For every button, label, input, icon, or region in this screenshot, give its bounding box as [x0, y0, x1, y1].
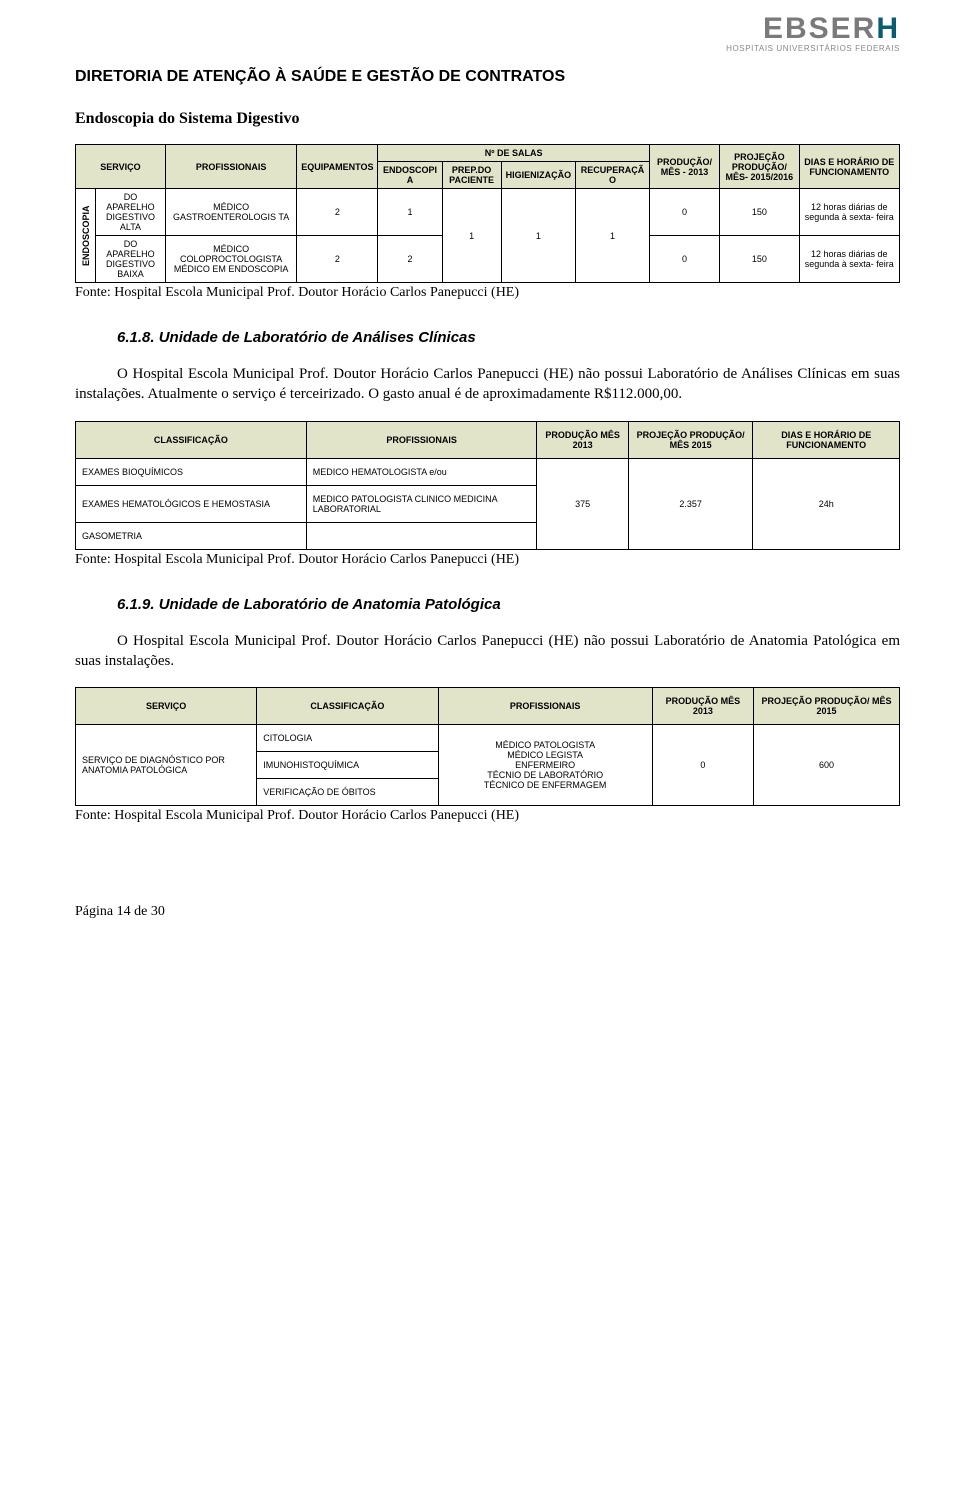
r1-equip: 2 [297, 189, 378, 236]
logo-text: EBSERH [726, 12, 900, 46]
t2-h-proj: PROJEÇÃO PRODUÇÃO/ MÊS 2015 [628, 421, 753, 458]
t3-c2: IMUNOHISTOQUÍMICA [257, 752, 438, 779]
analises-table: CLASSIFICAÇÃO PROFISSIONAIS PRODUÇÃO MÊS… [75, 421, 900, 550]
t3-c3: VERIFICAÇÃO DE ÓBITOS [257, 779, 438, 806]
t3-p2: MÉDICO LEGISTA [445, 750, 646, 760]
r2-prof: MÉDICO COLOPROCTOLOGISTA MÉDICO EM ENDOS… [165, 236, 296, 283]
r2-equip: 2 [297, 236, 378, 283]
section-618-p: O Hospital Escola Municipal Prof. Doutor… [75, 364, 900, 405]
t3-h-serv: SERVIÇO [76, 688, 257, 725]
r1-prof: MÉDICO GASTROENTEROLOGIS TA [165, 189, 296, 236]
th-rec: RECUPERAÇÃ O [576, 162, 650, 189]
t3-prof-cell: MÉDICO PATOLOGISTA MÉDICO LEGISTA ENFERM… [438, 725, 652, 806]
logo-pre: EBSER [763, 12, 876, 45]
th-hig: HIGIENIZAÇÃO [501, 162, 576, 189]
t3-p5: TÉCNICO DE ENFERMAGEM [445, 780, 646, 790]
mid-rec: 1 [576, 189, 650, 283]
t3-h-prof: PROFISSIONAIS [438, 688, 652, 725]
t3-p4: TÉCNIO DE LABORATÓRIO [445, 770, 646, 780]
section-619-h: 6.1.9. Unidade de Laboratório de Anatomi… [117, 596, 900, 613]
section-subtitle: Endoscopia do Sistema Digestivo [75, 110, 900, 128]
anatomia-table: SERVIÇO CLASSIFICAÇÃO PROFISSIONAIS PROD… [75, 687, 900, 806]
r1-hor: 12 horas diárias de segunda à sexta- fei… [799, 189, 899, 236]
th-horario: DIAS E HORÁRIO DE FUNCIONAMENTO [799, 145, 899, 189]
r2-end: 2 [378, 236, 442, 283]
th-nsalas: Nº DE SALAS [378, 145, 649, 162]
section-619-p: O Hospital Escola Municipal Prof. Doutor… [75, 631, 900, 672]
t3-proj: 600 [753, 725, 899, 806]
t2-r2-class: EXAMES HEMATOLÓGICOS E HEMOSTASIA [76, 485, 307, 522]
t2-h-class: CLASSIFICAÇÃO [76, 421, 307, 458]
t2-r3-class: GASOMETRIA [76, 522, 307, 549]
t2-r1-class: EXAMES BIOQUÍMICOS [76, 458, 307, 485]
th-equip: EQUIPAMENTOS [297, 145, 378, 189]
r1-end: 1 [378, 189, 442, 236]
t3-serv: SERVIÇO DE DIAGNÓSTICO POR ANATOMIA PATO… [76, 725, 257, 806]
th-prof: PROFISSIONAIS [165, 145, 296, 189]
mid-prep: 1 [442, 189, 501, 283]
th-prep: PREP.DO PACIENTE [442, 162, 501, 189]
endoscopia-table: SERVIÇO PROFISSIONAIS EQUIPAMENTOS Nº DE… [75, 144, 900, 283]
t3-prod: 0 [652, 725, 753, 806]
t3-p1: MÉDICO PATOLOGISTA [445, 740, 646, 750]
r2-serv: DO APARELHO DIGESTIVO BAIXA [96, 236, 166, 283]
th-prod: PRODUÇÃO/ MÊS - 2013 [649, 145, 719, 189]
logo: EBSERH HOSPITAIS UNIVERSITÁRIOS FEDERAIS [726, 12, 900, 53]
t2-h-hor: DIAS E HORÁRIO DE FUNCIONAMENTO [753, 421, 900, 458]
t2-r1-prof: MEDICO HEMATOLOGISTA e/ou [306, 458, 537, 485]
t2-r3-prof [306, 522, 537, 549]
r1-serv: DO APARELHO DIGESTIVO ALTA [96, 189, 166, 236]
source-1: Fonte: Hospital Escola Municipal Prof. D… [75, 285, 900, 301]
side-label: ENDOSCOPIA [76, 189, 96, 283]
logo-accent: H [876, 12, 900, 45]
r1-prod: 0 [649, 189, 719, 236]
t3-p3: ENFERMEIRO [445, 760, 646, 770]
t3-h-prod: PRODUÇÃO MÊS 2013 [652, 688, 753, 725]
section-618-h: 6.1.8. Unidade de Laboratório de Análise… [117, 329, 900, 346]
t2-r2-prof: MEDICO PATOLOGISTA CLINICO MEDICINA LABO… [306, 485, 537, 522]
t3-h-proj: PROJEÇÃO PRODUÇÃO/ MÊS 2015 [753, 688, 899, 725]
r2-proj: 150 [720, 236, 799, 283]
t3-h-class: CLASSIFICAÇÃO [257, 688, 438, 725]
th-proj: PROJEÇÃO PRODUÇÃO/ MÊS- 2015/2016 [720, 145, 799, 189]
page-header: DIRETORIA DE ATENÇÃO À SAÚDE E GESTÃO DE… [75, 68, 900, 86]
t2-h-prof: PROFISSIONAIS [306, 421, 537, 458]
mid-hig: 1 [501, 189, 576, 283]
th-servico: SERVIÇO [76, 145, 166, 189]
source-2: Fonte: Hospital Escola Municipal Prof. D… [75, 552, 900, 568]
t2-prod: 375 [537, 458, 628, 549]
page-footer: Página 14 de 30 [75, 904, 900, 920]
th-endoscopi: ENDOSCOPI A [378, 162, 442, 189]
r2-hor: 12 horas diárias de segunda à sexta- fei… [799, 236, 899, 283]
r1-proj: 150 [720, 189, 799, 236]
r2-prod: 0 [649, 236, 719, 283]
t3-c1: CITOLOGIA [257, 725, 438, 752]
source-3: Fonte: Hospital Escola Municipal Prof. D… [75, 808, 900, 824]
t2-hor: 24h [753, 458, 900, 549]
t2-h-prod: PRODUÇÃO MÊS 2013 [537, 421, 628, 458]
logo-sub: HOSPITAIS UNIVERSITÁRIOS FEDERAIS [726, 44, 900, 53]
t2-proj: 2.357 [628, 458, 753, 549]
